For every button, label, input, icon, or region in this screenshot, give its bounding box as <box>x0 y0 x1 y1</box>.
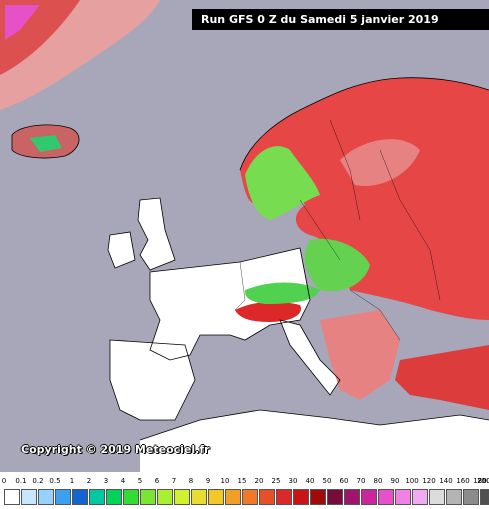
finland-pink <box>340 139 420 186</box>
legend-label: 50 <box>322 477 332 485</box>
legend-labels: 0 0.1 0.2 0.5 1 2 3 4 5 6 7 8 9 10 15 20 25 30 40 50 60 70 80 9… <box>0 474 489 488</box>
legend-swatch <box>463 489 479 505</box>
legend-swatch <box>157 489 173 505</box>
legend-swatch <box>4 489 20 505</box>
legend-swatch <box>174 489 190 505</box>
great-britain <box>138 198 175 270</box>
legend-swatch <box>38 489 54 505</box>
legend-label: 180 <box>473 477 487 485</box>
legend-swatch <box>395 489 411 505</box>
legend-label: 3 <box>103 477 109 485</box>
map-title: Run GFS 0 Z du Samedi 5 janvier 2019 <box>192 9 489 30</box>
legend-swatch <box>225 489 241 505</box>
legend-label: 6 <box>154 477 160 485</box>
legend-label: 0.1 <box>15 477 27 485</box>
legend-label: 40 <box>305 477 315 485</box>
legend-label: 20 <box>254 477 264 485</box>
legend-swatch <box>480 489 489 505</box>
legend-label: 30 <box>288 477 298 485</box>
legend-swatch <box>106 489 122 505</box>
legend-label: 250 <box>477 477 489 485</box>
legend-swatch <box>361 489 377 505</box>
legend-label: 140 <box>439 477 453 485</box>
legend-swatch <box>208 489 224 505</box>
legend-swatch <box>412 489 428 505</box>
legend-swatch <box>242 489 258 505</box>
legend-label: 2 <box>86 477 92 485</box>
turkey-precip <box>395 345 489 410</box>
map-layer <box>0 0 489 472</box>
legend-label: 1 <box>69 477 75 485</box>
legend-label: 9 <box>205 477 211 485</box>
legend-swatch <box>21 489 37 505</box>
legend-label: 10 <box>220 477 230 485</box>
central-green <box>244 282 320 304</box>
legend-label: 160 <box>456 477 470 485</box>
western-europe <box>150 248 310 360</box>
precipitation-map: Run GFS 0 Z du Samedi 5 janvier 2019 Cop… <box>0 0 489 472</box>
legend-label: 60 <box>339 477 349 485</box>
legend-swatches <box>4 489 489 505</box>
legend-swatch <box>276 489 292 505</box>
legend-label: 70 <box>356 477 366 485</box>
legend-label: 5 <box>137 477 143 485</box>
legend-label: 7 <box>171 477 177 485</box>
legend-swatch <box>259 489 275 505</box>
legend-swatch <box>191 489 207 505</box>
ireland <box>108 232 135 268</box>
legend-swatch <box>344 489 360 505</box>
legend-swatch <box>89 489 105 505</box>
legend-swatch <box>55 489 71 505</box>
legend-label: 80 <box>373 477 383 485</box>
legend: 0 0.1 0.2 0.5 1 2 3 4 5 6 7 8 9 10 15 20 25 30 40 50 60 70 80 9… <box>0 474 489 509</box>
balkans-precip <box>320 310 400 400</box>
baltic-green <box>304 238 370 292</box>
italy <box>280 320 340 395</box>
legend-label: 25 <box>271 477 281 485</box>
legend-label: 0.5 <box>49 477 61 485</box>
borders <box>234 119 441 341</box>
legend-swatch <box>123 489 139 505</box>
legend-swatch <box>446 489 462 505</box>
northeast-landmass <box>240 77 489 320</box>
legend-swatch <box>327 489 343 505</box>
legend-label: 0 <box>1 477 7 485</box>
legend-swatch <box>429 489 445 505</box>
legend-label: 8 <box>188 477 194 485</box>
legend-label: 100 <box>405 477 419 485</box>
legend-swatch <box>72 489 88 505</box>
alps-precip <box>235 301 301 322</box>
legend-swatch <box>140 489 156 505</box>
legend-label: 90 <box>390 477 400 485</box>
north-africa <box>140 410 489 472</box>
greenland-peak <box>5 5 40 40</box>
legend-label: 0.2 <box>32 477 44 485</box>
iceland-core <box>30 135 62 152</box>
legend-swatch <box>310 489 326 505</box>
legend-label: 200 <box>477 477 489 485</box>
legend-label: 15 <box>237 477 247 485</box>
legend-swatch <box>378 489 394 505</box>
legend-swatch <box>293 489 309 505</box>
copyright-text: Copyright © 2019 Meteociel.fr <box>21 443 210 456</box>
legend-label: 4 <box>120 477 126 485</box>
legend-label: 120 <box>422 477 436 485</box>
iberia <box>110 340 195 420</box>
